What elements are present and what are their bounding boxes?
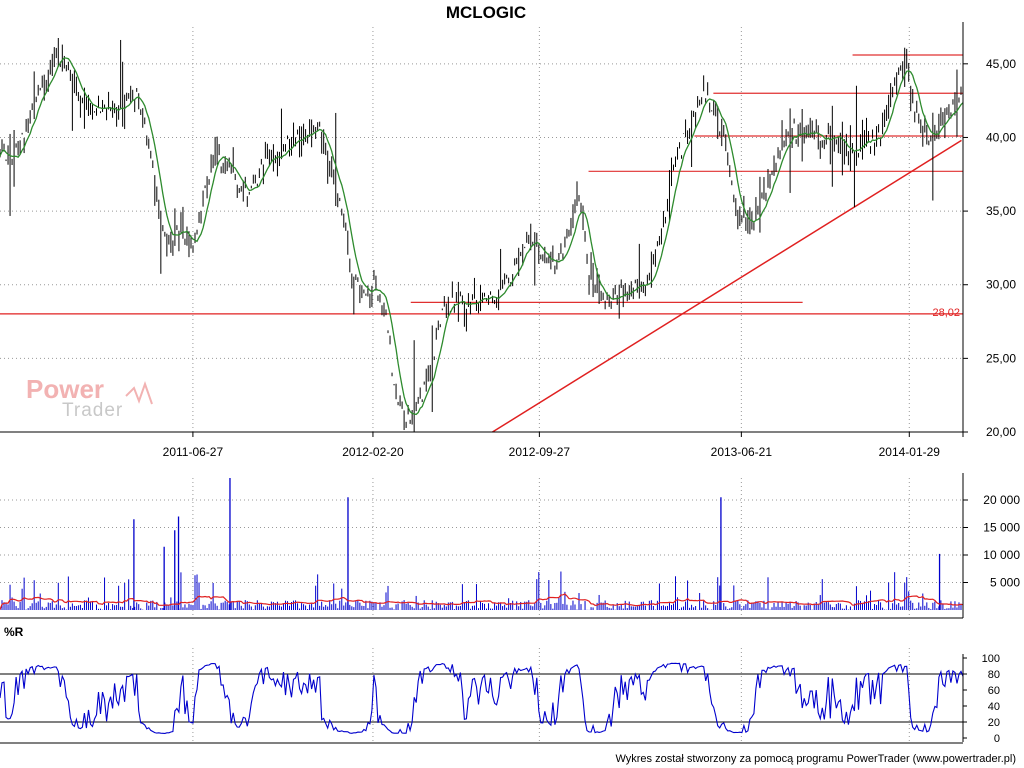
chart-title: MCLOGIC [446,3,526,22]
wr-y-tick-label: 0 [994,733,1000,745]
volume-y-tick-label: 15 000 [983,521,1020,535]
x-tick-label: 2012-02-20 [342,445,404,459]
wr-panel-label: %R [4,625,24,639]
price-y-tick-label: 40,00 [986,130,1016,144]
powertrader-logo: Power Trader [26,374,153,421]
x-tick-label: 2014-01-29 [879,445,941,459]
volume-y-tick-label: 10 000 [983,548,1020,562]
logo-trader-text: Trader [62,400,123,421]
moving-average-line [0,57,964,416]
wr-y-tick-label: 80 [988,669,1000,681]
wr-line [0,662,964,734]
logo-swoosh-icon [125,380,153,405]
support-level-label: 28,02 [932,307,960,319]
price-y-tick-label: 30,00 [986,278,1016,292]
price-y-tick-label: 45,00 [986,57,1016,71]
logo-power-text: Power [26,374,104,404]
wr-y-tick-label: 20 [988,717,1000,729]
price-y-tick-label: 20,00 [986,425,1016,439]
price-panel [0,37,964,433]
wr-y-tick-label: 100 [982,653,1000,665]
footer-credit: Wykres został stworzony za pomocą progra… [615,753,1016,765]
williams-r-panel [0,662,964,734]
volume-y-tick-label: 20 000 [983,493,1020,507]
volume-panel [0,478,964,610]
price-y-tick-label: 25,00 [986,351,1016,365]
x-tick-label: 2012-09-27 [509,445,571,459]
price-y-tick-label: 35,00 [986,204,1016,218]
trendline [492,139,962,433]
x-tick-label: 2011-06-27 [163,445,224,459]
volume-y-tick-label: 5 000 [990,576,1020,590]
axes: 45,00 40,00 35,00 30,00 25,00 20,00 2011-06-27… [0,22,1020,745]
volume-average-line [0,593,964,610]
wr-y-tick-label: 40 [988,701,1000,713]
wr-y-tick-label: 60 [988,685,1000,697]
x-tick-label: 2013-06-21 [711,445,773,459]
